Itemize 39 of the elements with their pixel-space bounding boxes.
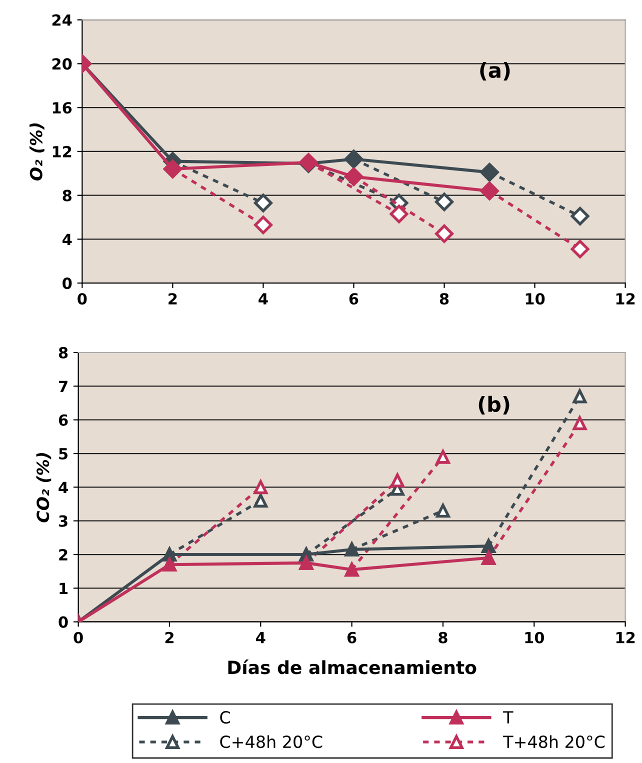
x-tick-label: 2 — [168, 293, 177, 304]
y-tick-label: 16 — [52, 102, 72, 114]
y-tick-label: 12 — [52, 146, 72, 158]
annotation: (b) — [478, 396, 510, 415]
y-tick-label: 7 — [58, 380, 68, 392]
x-tick-label: 2 — [165, 632, 174, 644]
legend-label: C+48h 20°C — [220, 735, 322, 748]
x-tick-label: 0 — [78, 293, 87, 305]
y-tick-label: 0 — [58, 616, 68, 628]
legend-label: T — [503, 711, 514, 724]
x-tick-label: 4 — [258, 293, 268, 304]
x-tick-label: 4 — [256, 632, 266, 644]
y-tick-label: 4 — [58, 482, 68, 493]
y-tick-label: 0 — [62, 278, 72, 290]
x-tick-label: 8 — [438, 632, 448, 644]
x-tick-label: 12 — [616, 293, 635, 304]
y-tick-label: 3 — [58, 515, 68, 527]
y-tick-label: 1 — [60, 582, 68, 594]
y-tick-label: 5 — [59, 448, 68, 460]
legend-label: T+48h 20°C — [503, 735, 605, 748]
y-tick-label: 2 — [59, 548, 68, 560]
x-axis-title: Días de almacenamiento — [228, 660, 476, 674]
x-tick-label: 12 — [616, 632, 635, 644]
x-tick-label: 6 — [347, 632, 356, 644]
y-axis-title: CO₂ (%) — [36, 453, 52, 522]
x-tick-label: 6 — [349, 293, 358, 305]
annotation: (a) — [480, 62, 510, 80]
y-tick-label: 20 — [52, 58, 72, 70]
y-tick-label: 6 — [58, 414, 68, 426]
y-axis-title: O₂ (%) — [30, 123, 44, 180]
x-tick-label: 10 — [525, 632, 544, 644]
x-tick-label: 8 — [440, 293, 449, 305]
y-tick-label: 8 — [58, 346, 68, 359]
x-tick-label: 10 — [526, 293, 545, 305]
y-tick-label: 4 — [62, 234, 72, 246]
y-tick-label: 8 — [62, 190, 72, 202]
y-tick-label: 24 — [52, 14, 72, 26]
x-tick-label: 0 — [74, 632, 83, 644]
legend-label: C — [220, 711, 230, 724]
